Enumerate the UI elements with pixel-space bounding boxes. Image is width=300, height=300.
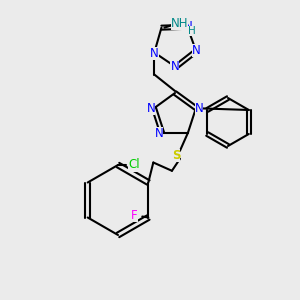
Text: N: N	[192, 44, 200, 57]
Text: NH: NH	[171, 17, 188, 30]
Text: N: N	[170, 61, 179, 74]
Text: N: N	[150, 47, 159, 60]
Text: F: F	[131, 209, 138, 222]
Text: N: N	[147, 102, 155, 115]
Text: S: S	[172, 149, 180, 162]
Text: Cl: Cl	[128, 158, 140, 172]
Text: H: H	[188, 26, 195, 36]
Text: N: N	[184, 20, 193, 33]
Text: N: N	[194, 102, 203, 115]
Text: N: N	[155, 127, 164, 140]
